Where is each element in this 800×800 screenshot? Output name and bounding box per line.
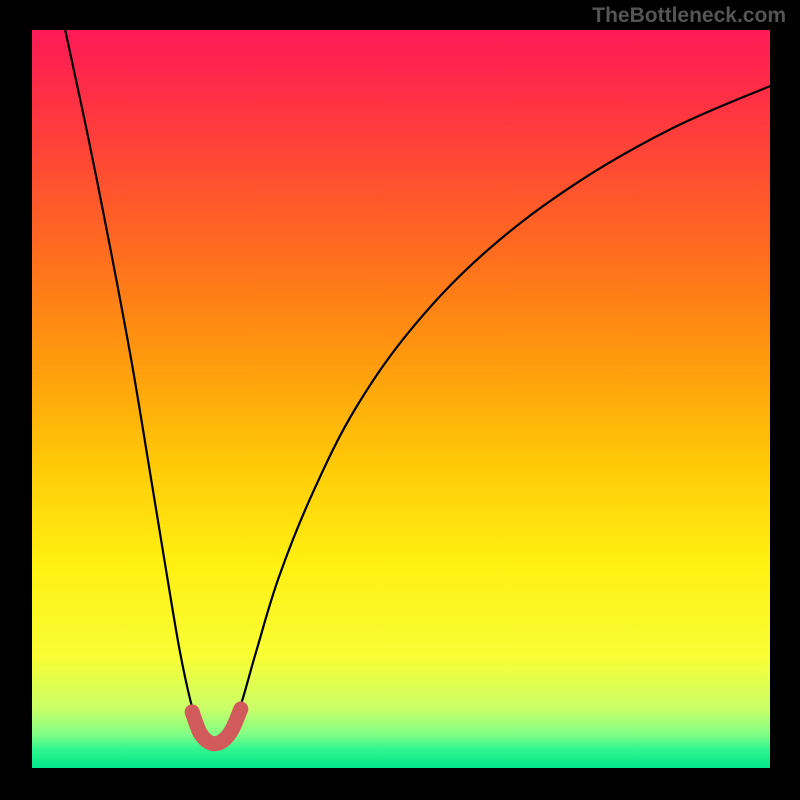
chart-frame: { "watermark": { "text": "TheBottleneck.…: [0, 0, 800, 800]
plot-area: [32, 30, 770, 768]
bottleneck-curve-left: [65, 30, 200, 733]
plot-inner: [32, 30, 770, 768]
watermark-text: TheBottleneck.com: [592, 4, 786, 28]
bottleneck-curve-right: [231, 86, 770, 733]
tip-marker: [192, 709, 241, 744]
curve-layer: [32, 30, 770, 768]
